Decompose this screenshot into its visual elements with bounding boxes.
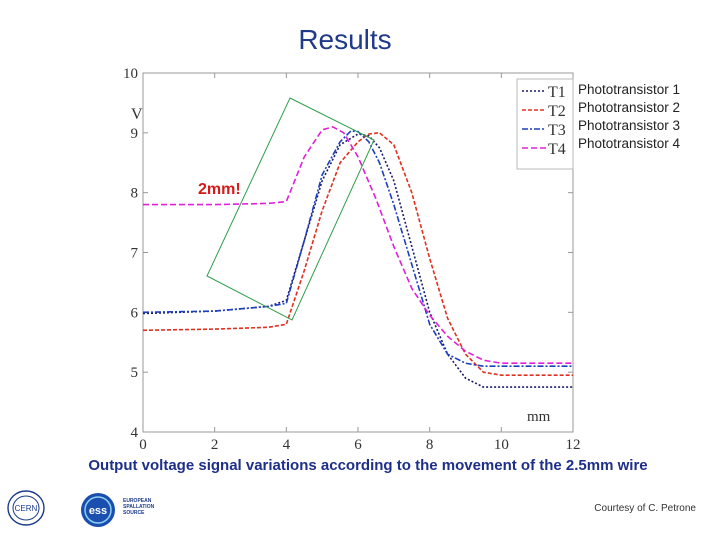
legend-series-name-t1: T1	[548, 84, 566, 101]
x-tick-label: 10	[494, 437, 509, 453]
x-tick-label: 2	[211, 437, 219, 453]
svg-text:ess: ess	[89, 505, 107, 517]
legend-label-t1: Phototransistor 1	[578, 82, 681, 97]
y-axis-label: V	[131, 106, 143, 123]
x-tick-label: 12	[566, 437, 581, 453]
credit-text: Courtesy of C. Petrone	[594, 503, 696, 514]
y-tick-label: 9	[131, 126, 139, 142]
y-tick-label: 10	[123, 66, 138, 82]
x-tick-label: 6	[354, 437, 362, 453]
series-line-t2	[142, 132, 573, 377]
y-tick-label: 4	[131, 425, 139, 441]
plot-frame	[142, 72, 574, 433]
legend-box	[516, 78, 574, 170]
series-lines	[142, 126, 573, 388]
legend-series-name-t3: T3	[548, 122, 566, 139]
y-tick-label: 7	[131, 246, 139, 262]
annotation-box	[206, 97, 375, 321]
ess-logo: ess EUROPEAN SPALLATION SOURCE	[78, 490, 178, 530]
x-tick-label: 4	[283, 437, 291, 453]
legend-samples: T1 T2 T3 T4	[516, 78, 574, 170]
legend-names: Phototransistor 1 Phototransistor 2 Phot…	[578, 81, 680, 153]
figure-caption: Output voltage signal variations accordi…	[88, 457, 648, 474]
slide-title: Results	[298, 24, 392, 55]
series-line-t3	[142, 130, 573, 368]
legend-label-t2: Phototransistor 2	[578, 100, 681, 115]
series-line-t4	[143, 126, 573, 365]
legend-series-name-t4: T4	[548, 141, 566, 158]
y-tick-label: 5	[131, 365, 139, 381]
legend-label-t3: Phototransistor 3	[578, 118, 681, 133]
chart-axes: 0 2 4 6 8 10 12 4 5 6 7 8 9 10 Vmm	[123, 66, 581, 453]
y-tick-label: 6	[131, 305, 139, 321]
cern-logo-icon: CERN	[7, 490, 45, 526]
legend-series-name-t2: T2	[548, 103, 566, 120]
x-axis-label: mm	[527, 409, 551, 425]
ess-logo-text: EUROPEAN SPALLATION SOURCE	[123, 498, 155, 516]
series-line-t1	[142, 133, 573, 388]
ess-logo-icon: ess	[81, 493, 115, 527]
annotation-2mm: 2mm!	[198, 181, 241, 198]
x-tick-label: 8	[426, 437, 434, 453]
svg-text:CERN: CERN	[15, 504, 38, 513]
x-tick-label: 0	[139, 437, 147, 453]
legend-label-t4: Phototransistor 4	[578, 136, 681, 151]
y-tick-label: 8	[131, 186, 139, 202]
cern-logo: CERN	[6, 488, 46, 528]
